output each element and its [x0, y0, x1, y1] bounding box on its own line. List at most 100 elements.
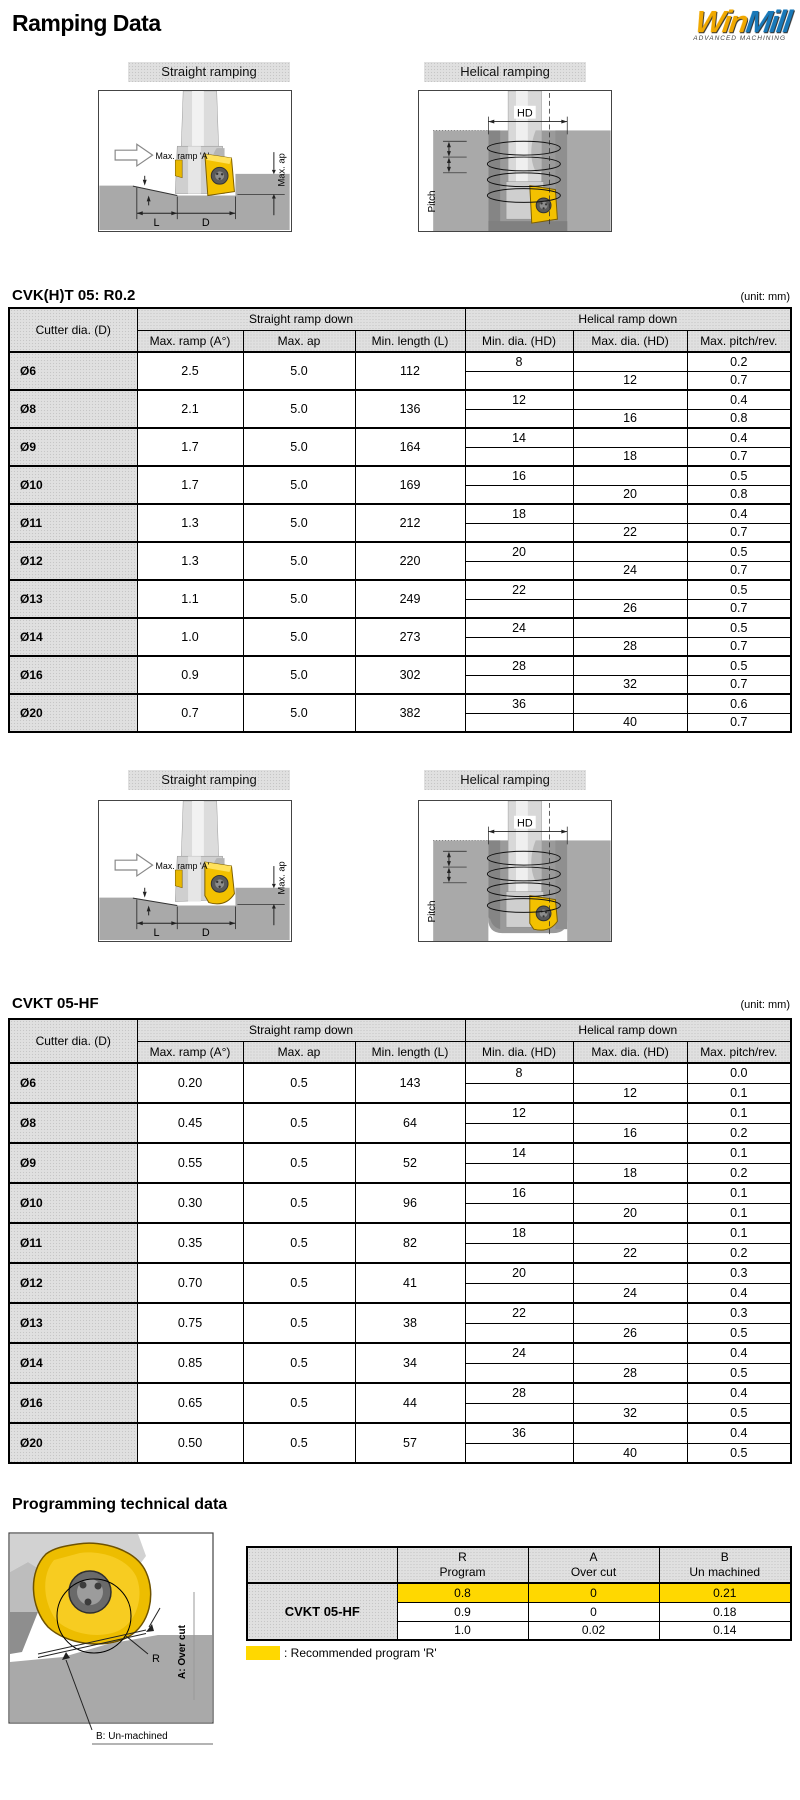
max-ramp-cell: 0.9	[136, 655, 244, 695]
max-ap-cell: 5.0	[242, 465, 356, 505]
pitch-cell: 0.5	[686, 1402, 792, 1424]
program-value-cell: 0.18	[658, 1601, 792, 1622]
min-length-cell: 57	[354, 1422, 466, 1464]
hd-dim-label: HD	[517, 108, 533, 120]
r-dim-label: R	[152, 1653, 160, 1665]
table-row: Ø13 1.1 5.0 249 22 0.5	[8, 579, 792, 619]
max-ramp-label: Max. ramp 'A'	[156, 861, 210, 871]
max-dia-cell: 12	[572, 370, 688, 391]
min-dia-cell: 20	[464, 541, 574, 562]
max-dia-cell: 40	[572, 1442, 688, 1464]
max-dia-empty-cell	[572, 1262, 688, 1284]
table-row: Ø12 1.3 5.0 220 20 0.5	[8, 541, 792, 581]
max-ramp-cell: 0.7	[136, 693, 244, 733]
min-dia-empty-cell	[464, 712, 574, 733]
min-length-header: Min. length (L)	[354, 1040, 466, 1064]
pitch-cell: 0.7	[686, 446, 792, 467]
cutter-dia-cell: Ø20	[8, 1422, 138, 1464]
program-value-cell: 0.02	[527, 1620, 660, 1641]
max-dia-empty-cell	[572, 1062, 688, 1084]
min-dia-empty-cell	[464, 1162, 574, 1184]
max-ap-cell: 0.5	[242, 1102, 356, 1144]
min-length-cell: 143	[354, 1062, 466, 1104]
min-dia-cell: 20	[464, 1262, 574, 1284]
max-ap-cell: 5.0	[242, 541, 356, 581]
max-ap-cell: 0.5	[242, 1382, 356, 1424]
max-ramp-cell: 0.75	[136, 1302, 244, 1344]
pitch-cell: 0.4	[686, 389, 792, 410]
cutter-dia-cell: Ø16	[8, 655, 138, 695]
min-dia-cell: 12	[464, 1102, 574, 1124]
max-dia-cell: 16	[572, 408, 688, 429]
table-row: Ø6 2.5 5.0 112 8 0.2	[8, 351, 792, 391]
max-dia-empty-cell	[572, 389, 688, 410]
pitch-cell: 0.5	[686, 1362, 792, 1384]
straight-group-header: Straight ramp down	[136, 307, 466, 331]
pitch-cell: 0.4	[686, 1342, 792, 1364]
table-subrow: 12 0.1	[9, 1082, 792, 1104]
max-dia-cell: 12	[572, 1082, 688, 1104]
l-dim-label: L	[154, 217, 160, 229]
min-dia-cell: 12	[464, 389, 574, 410]
max-ramp-header: Max. ramp (A°)	[136, 1040, 244, 1064]
helical-group-header: Helical ramp down	[464, 1018, 792, 1042]
helical-ramping-drawing: HD Pitch	[427, 91, 611, 231]
pitch-cell: 0.7	[686, 370, 792, 391]
min-dia-header: Min. dia. (HD)	[464, 1040, 574, 1064]
pitch-cell: 0.8	[686, 484, 792, 505]
ramping-table-cvkt05hf: Cutter dia. (D) Straight ramp down Helic…	[8, 1018, 793, 1464]
cutter-dia-cell: Ø8	[8, 389, 138, 429]
helical-ramping-drawing-hf: HD Pitch	[427, 801, 611, 941]
max-ap-header: Max. ap	[242, 329, 356, 353]
straight-ramping-label: Straight ramping	[128, 770, 290, 790]
cutter-dia-cell: Ø11	[8, 503, 138, 543]
table1-title: CVK(H)T 05: R0.2	[12, 287, 136, 304]
unmachined-label: B: Un-machined	[96, 1731, 168, 1742]
pitch-cell: 0.6	[686, 693, 792, 714]
pitch-cell: 0.7	[686, 598, 792, 619]
pitch-cell: 0.5	[686, 579, 792, 600]
min-dia-empty-cell	[464, 674, 574, 695]
min-dia-empty-cell	[464, 1282, 574, 1304]
program-value-cell: 0	[527, 1582, 660, 1603]
pitch-cell: 0.4	[686, 1282, 792, 1304]
table-row: Ø8 2.1 5.0 136 12 0.4	[8, 389, 792, 429]
pitch-cell: 0.7	[686, 560, 792, 581]
table-row: Ø20 0.50 0.5 57 36 0.4	[8, 1422, 792, 1464]
program-row: 1.0 0.02 0.14	[247, 1620, 792, 1641]
table-row: Ø12 0.70 0.5 41 20 0.3	[8, 1262, 792, 1304]
winmill-logo: WinMill ADVANCED MACHINING	[550, 4, 793, 42]
max-ap-header: Max. ap	[242, 1040, 356, 1064]
max-ap-cell: 5.0	[242, 579, 356, 619]
max-dia-empty-cell	[572, 579, 688, 600]
legend-text: : Recommended program 'R'	[284, 1646, 437, 1660]
min-dia-empty-cell	[464, 598, 574, 619]
min-dia-empty-cell	[464, 408, 574, 429]
min-dia-empty-cell	[464, 560, 574, 581]
min-length-cell: 52	[354, 1142, 466, 1184]
logo-tagline: ADVANCED MACHINING	[693, 35, 786, 42]
max-dia-cell: 22	[572, 522, 688, 543]
max-dia-empty-cell	[572, 1342, 688, 1364]
table-subrow: 18 0.2	[9, 1162, 792, 1184]
max-ramp-cell: 2.5	[136, 351, 244, 391]
pitch-cell: 0.2	[686, 351, 792, 372]
min-dia-cell: 8	[464, 351, 574, 372]
table-row: Ø9 1.7 5.0 164 14 0.4	[8, 427, 792, 467]
max-ap-cell: 5.0	[242, 389, 356, 429]
table2-unit-label: (unit: mm)	[740, 999, 791, 1011]
pitch-cell: 0.7	[686, 712, 792, 733]
max-ramp-cell: 0.85	[136, 1342, 244, 1384]
program-row: 0.9 0 0.18	[247, 1601, 792, 1622]
max-dia-empty-cell	[572, 1102, 688, 1124]
table2-title: CVKT 05-HF	[12, 995, 99, 1012]
pitch-cell: 0.4	[686, 427, 792, 448]
max-ap-cell: 5.0	[242, 693, 356, 733]
min-dia-cell: 16	[464, 465, 574, 486]
cutter-dia-cell: Ø12	[8, 541, 138, 581]
pitch-label: Pitch	[427, 900, 438, 922]
logo-mill-text: Mill	[743, 4, 793, 39]
max-ramp-cell: 1.3	[136, 541, 244, 581]
max-dia-header: Max. dia. (HD)	[572, 329, 688, 353]
min-dia-cell: 22	[464, 579, 574, 600]
